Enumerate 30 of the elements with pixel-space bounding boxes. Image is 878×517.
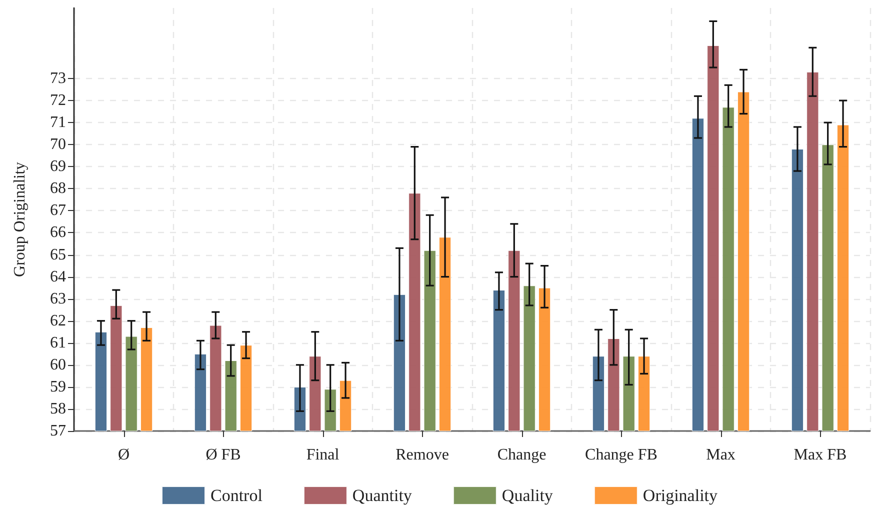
y-tick-label: 69 [50,158,66,176]
x-tick-label: Ø [118,446,130,464]
y-axis-title: Group Originality [12,162,28,278]
y-tick-label: 58 [50,400,66,418]
x-tick-label: Max FB [794,446,847,464]
y-tick-label: 57 [50,422,66,440]
x-tick-label: Remove [396,446,449,464]
y-tick-label: 70 [50,136,66,154]
y-tick-label: 73 [50,70,66,87]
x-tick-label: Change [497,446,546,464]
y-tick-label: 61 [50,334,66,352]
y-tick-label: 67 [50,202,66,220]
y-tick-label: 64 [50,268,66,286]
legend-label: Originality [642,486,718,505]
y-tick-label: 66 [50,224,66,242]
x-tick-label: Max [706,446,736,464]
legend-label: Quality [502,486,554,505]
y-tick-label: 59 [50,378,66,396]
legend-label: Quantity [352,486,412,505]
x-tick-label: Ø FB [206,446,241,464]
y-tick-label: 72 [50,92,66,110]
y-tick-label: 62 [50,312,66,330]
legend-label: Control [210,486,263,505]
y-tick-label: 71 [50,114,66,132]
y-tick-label: 68 [50,180,66,198]
x-tick-label: Change FB [585,446,658,464]
y-tick-label: 65 [50,246,66,264]
x-tick-label: Final [306,446,340,464]
y-tick-label: 63 [50,290,66,308]
y-tick-label: 60 [50,356,66,374]
